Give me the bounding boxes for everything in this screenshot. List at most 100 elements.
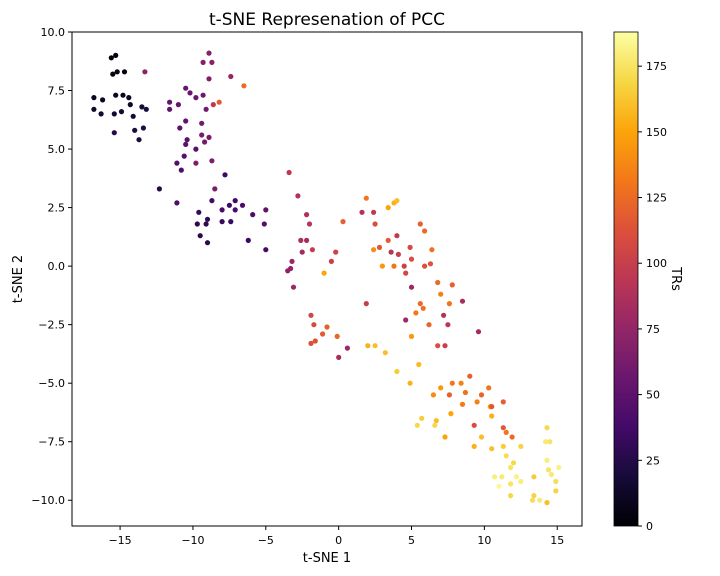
scatter-point — [435, 279, 441, 286]
scatter-point — [432, 422, 438, 428]
scatter-point — [209, 198, 215, 204]
scatter-point — [286, 169, 292, 176]
y-tick-label: 0.0 — [48, 260, 66, 273]
scatter-point — [196, 209, 202, 215]
y-tick-label: −2.5 — [38, 319, 65, 332]
scatter-point — [518, 443, 524, 449]
scatter-point — [385, 205, 391, 211]
scatter-point — [194, 221, 200, 227]
scatter-point — [385, 237, 391, 243]
scatter-point — [127, 102, 133, 108]
scatter-point — [363, 301, 369, 307]
colorbar-tick-label: 125 — [646, 192, 667, 205]
scatter-point — [500, 443, 506, 449]
scatter-point — [263, 247, 269, 253]
y-tick-label: 7.5 — [48, 85, 66, 98]
scatter-point — [91, 95, 97, 101]
scatter-point — [295, 193, 301, 199]
scatter-point — [110, 71, 116, 77]
scatter-point — [471, 443, 477, 449]
scatter-point — [408, 256, 415, 262]
x-tick-label: 10 — [477, 534, 491, 547]
scatter-point — [289, 258, 295, 264]
scatter-point — [239, 202, 246, 208]
scatter-point — [395, 251, 401, 257]
scatter-point — [499, 474, 505, 480]
scatter-point — [114, 69, 120, 75]
scatter-point — [408, 284, 415, 290]
scatter-point — [136, 137, 142, 143]
scatter-point — [312, 338, 318, 344]
scatter-point — [321, 270, 327, 276]
scatter-point — [167, 99, 173, 105]
scatter-point — [304, 237, 310, 243]
scatter-point — [459, 298, 466, 304]
y-tick-label: −5.0 — [38, 377, 65, 390]
scatter-point — [98, 111, 104, 117]
scatter-point — [496, 483, 502, 489]
scatter-point — [508, 481, 514, 487]
scatter-point — [167, 106, 173, 112]
scatter-point — [206, 76, 212, 82]
scatter-point — [336, 354, 342, 360]
colorbar-axis: 0 25 50 75 100 125 150 175 — [638, 60, 667, 533]
scatter-point — [419, 415, 425, 421]
colorbar-label: TRs — [668, 266, 683, 291]
scatter-point — [216, 99, 222, 105]
y-tick-label: 2.5 — [48, 202, 66, 215]
scatter-point — [510, 460, 517, 466]
scatter-point — [435, 343, 441, 349]
scatter-point — [403, 317, 409, 323]
scatter-point — [467, 373, 473, 379]
scatter-point — [379, 263, 385, 269]
scatter-point — [309, 247, 315, 253]
scatter-point — [489, 404, 495, 410]
scatter-point — [288, 265, 294, 272]
scatter-point — [503, 429, 509, 435]
scatter-point — [544, 500, 550, 506]
y-axis: −10.0 −7.5 −5.0 −2.5 0.0 2.5 5.0 7.5 10.0 — [31, 26, 72, 507]
scatter-point — [371, 247, 377, 253]
scatter-point — [537, 497, 543, 503]
scatter-point — [544, 457, 550, 463]
scatter-point — [414, 422, 420, 428]
plot-frame — [71, 31, 583, 527]
scatter-point — [449, 380, 455, 386]
scatter-point — [187, 90, 193, 96]
scatter-point — [403, 270, 409, 276]
scatter-point — [241, 83, 247, 89]
scatter-point — [408, 333, 415, 339]
y-tick-label: −10.0 — [31, 494, 65, 507]
scatter-point — [200, 59, 206, 65]
scatter-point — [199, 132, 205, 138]
scatter-point — [304, 212, 310, 218]
scatter-point — [486, 385, 492, 391]
colorbar-tick-label: 100 — [646, 257, 667, 270]
scatter-point — [202, 139, 208, 145]
scatter-point — [178, 167, 184, 173]
scatter-point — [228, 219, 234, 225]
scatter-point — [308, 312, 314, 318]
scatter-point — [474, 399, 480, 405]
scatter-point — [508, 464, 514, 471]
scatter-point — [156, 186, 162, 192]
y-axis-label: t-SNE 2 — [11, 255, 26, 303]
scatter-point — [108, 55, 114, 61]
scatter-point — [492, 474, 498, 480]
scatter-point — [344, 345, 350, 351]
scatter-point — [543, 439, 549, 445]
scatter-point — [438, 291, 444, 297]
scatter-point — [422, 263, 428, 269]
x-tick-label: 0 — [335, 534, 342, 547]
scatter-point — [193, 160, 199, 166]
scatter-point — [365, 343, 371, 349]
scatter-point — [407, 244, 413, 250]
scatter-point — [430, 392, 436, 398]
chart-title: t-SNE Represenation of PCC — [209, 10, 445, 30]
scatter-point — [416, 361, 422, 368]
scatter-point — [459, 401, 466, 407]
scatter-point — [261, 221, 267, 227]
scatter-point — [142, 69, 148, 75]
scatter-point — [388, 249, 394, 255]
